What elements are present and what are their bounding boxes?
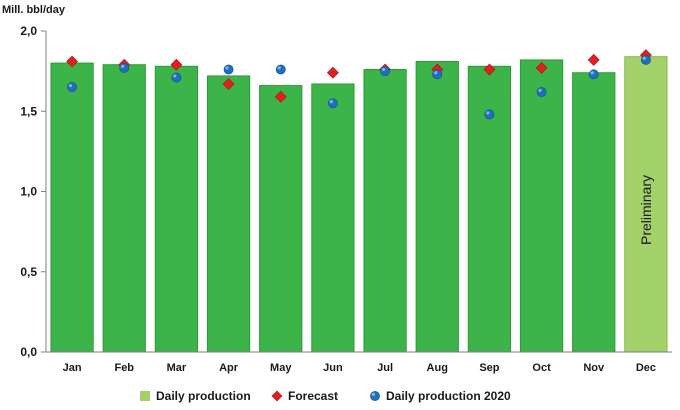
bar-oct [519,59,564,353]
bar-apr [206,75,251,353]
production-2020-point [67,82,77,93]
production-2020-point [432,69,443,80]
legend: Daily production Forecast Daily production… [140,389,511,403]
bar-jan [50,62,94,353]
legend-label: Daily production 2020 [386,389,511,403]
production-2020-point [641,54,651,65]
forecast-point [170,58,183,71]
production-2020-point [275,64,286,75]
x-tick-label: Jan [63,362,82,374]
legend-label: Forecast [288,389,338,403]
marker-series [66,49,652,120]
forecast-point [274,90,287,103]
production-2020-point [484,109,495,120]
legend-label: Daily production [156,389,251,403]
y-tick-label: 1,0 [20,185,37,199]
production-2020-point [171,72,182,83]
x-tick-label: May [270,362,292,374]
legend-swatch-daily-production [140,391,150,401]
forecast-point [66,55,79,68]
y-tick-label: 2,0 [20,24,37,38]
production-2020-point [119,63,130,73]
annotations: Preliminary [638,175,654,245]
forecast-point [587,53,600,66]
y-tick-label: 1,5 [20,104,37,118]
x-tick-label: Mar [167,362,187,374]
legend-swatch-forecast [271,390,283,402]
x-tick-label: Aug [427,362,448,374]
production-2020-point [223,64,234,75]
forecast-point [326,66,339,79]
production-2020-point [380,66,390,77]
x-tick-label: Feb [114,362,134,374]
bar-series [50,56,668,353]
x-tick-label: Oct [532,362,551,374]
forecast-point [222,78,235,90]
y-axis: 0,0 0,5 1,0 1,5 2,0 [20,24,47,359]
bar-jul [363,69,407,353]
x-tick-label: Sep [479,362,499,374]
bar-nov [572,72,616,353]
production-2020-point [328,98,338,109]
y-unit-label: Mill. bbl/day [2,4,66,16]
bar-sep [467,65,512,353]
y-tick-label: 0,5 [20,265,37,279]
x-tick-label: Jun [323,362,343,374]
x-tick-label: Apr [219,362,239,374]
bar-feb [102,64,146,353]
bar-jun [311,83,355,353]
preliminary-annotation: Preliminary [638,175,654,245]
bar-mar [154,65,199,353]
y-tick-label: 0,0 [20,345,37,359]
bar-may [259,85,303,353]
x-tick-label: Dec [636,362,656,374]
x-tick-label: Nov [583,362,605,374]
x-tick-label: Jul [377,362,393,374]
production-2020-point [588,69,599,80]
x-axis: Jan Feb Mar Apr May Jun Jul Aug Sep Oct Nov Dec [46,351,672,374]
bar-aug [415,60,459,353]
legend-swatch-production-2020 [370,391,380,401]
forecast-point [483,63,496,76]
forecast-point [535,61,548,74]
production-2020-point [536,87,547,97]
